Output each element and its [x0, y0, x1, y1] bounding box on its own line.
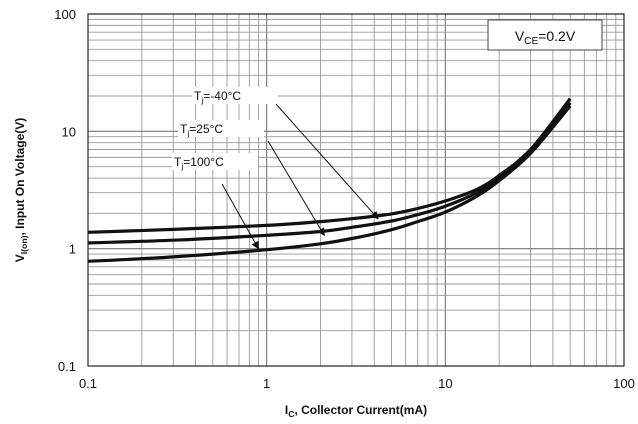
annotation-label-bg [192, 87, 278, 104]
series-label-2: Tj=25°C [180, 122, 223, 138]
annotation-label-bg [178, 120, 264, 137]
y-tick-label: 1 [69, 242, 76, 257]
plot-frame [87, 13, 625, 367]
condition-box-frame [487, 19, 603, 51]
annotations: Tj=-40°C Tj=25°C Tj=100°C [172, 87, 379, 250]
x-tick-label: 1 [263, 376, 270, 391]
series-label-1: Tj=-40°C [194, 89, 241, 105]
annotation-arrow-3 [221, 183, 259, 250]
annotation-label-bg [172, 153, 258, 170]
y-axis-label: VI(on), Input On Voltage(V) [13, 118, 29, 262]
series-label-3: Tj=100°C [174, 155, 224, 171]
series-line-1 [87, 97, 572, 234]
series-line-3 [87, 104, 572, 263]
y-tick-label: 100 [54, 7, 76, 22]
x-tick-label: 100 [613, 376, 635, 391]
grid [88, 14, 624, 366]
y-tick-label: 10 [62, 124, 76, 139]
series-line-2 [87, 101, 572, 245]
series [87, 97, 572, 263]
x-tick-label: 0.1 [79, 376, 97, 391]
y-tick-label: 0.1 [58, 359, 76, 374]
condition-label: VCE=0.2V [515, 28, 576, 47]
x-axis-label: IC, Collector Current(mA) [285, 403, 427, 419]
annotation-arrow-2 [267, 140, 325, 237]
condition-box: VCE=0.2V [487, 19, 603, 51]
tick-labels: 0.1 1 10 100 0.1 1 10 100 [54, 7, 635, 391]
annotation-arrow-1 [275, 103, 379, 220]
x-tick-label: 10 [438, 376, 452, 391]
